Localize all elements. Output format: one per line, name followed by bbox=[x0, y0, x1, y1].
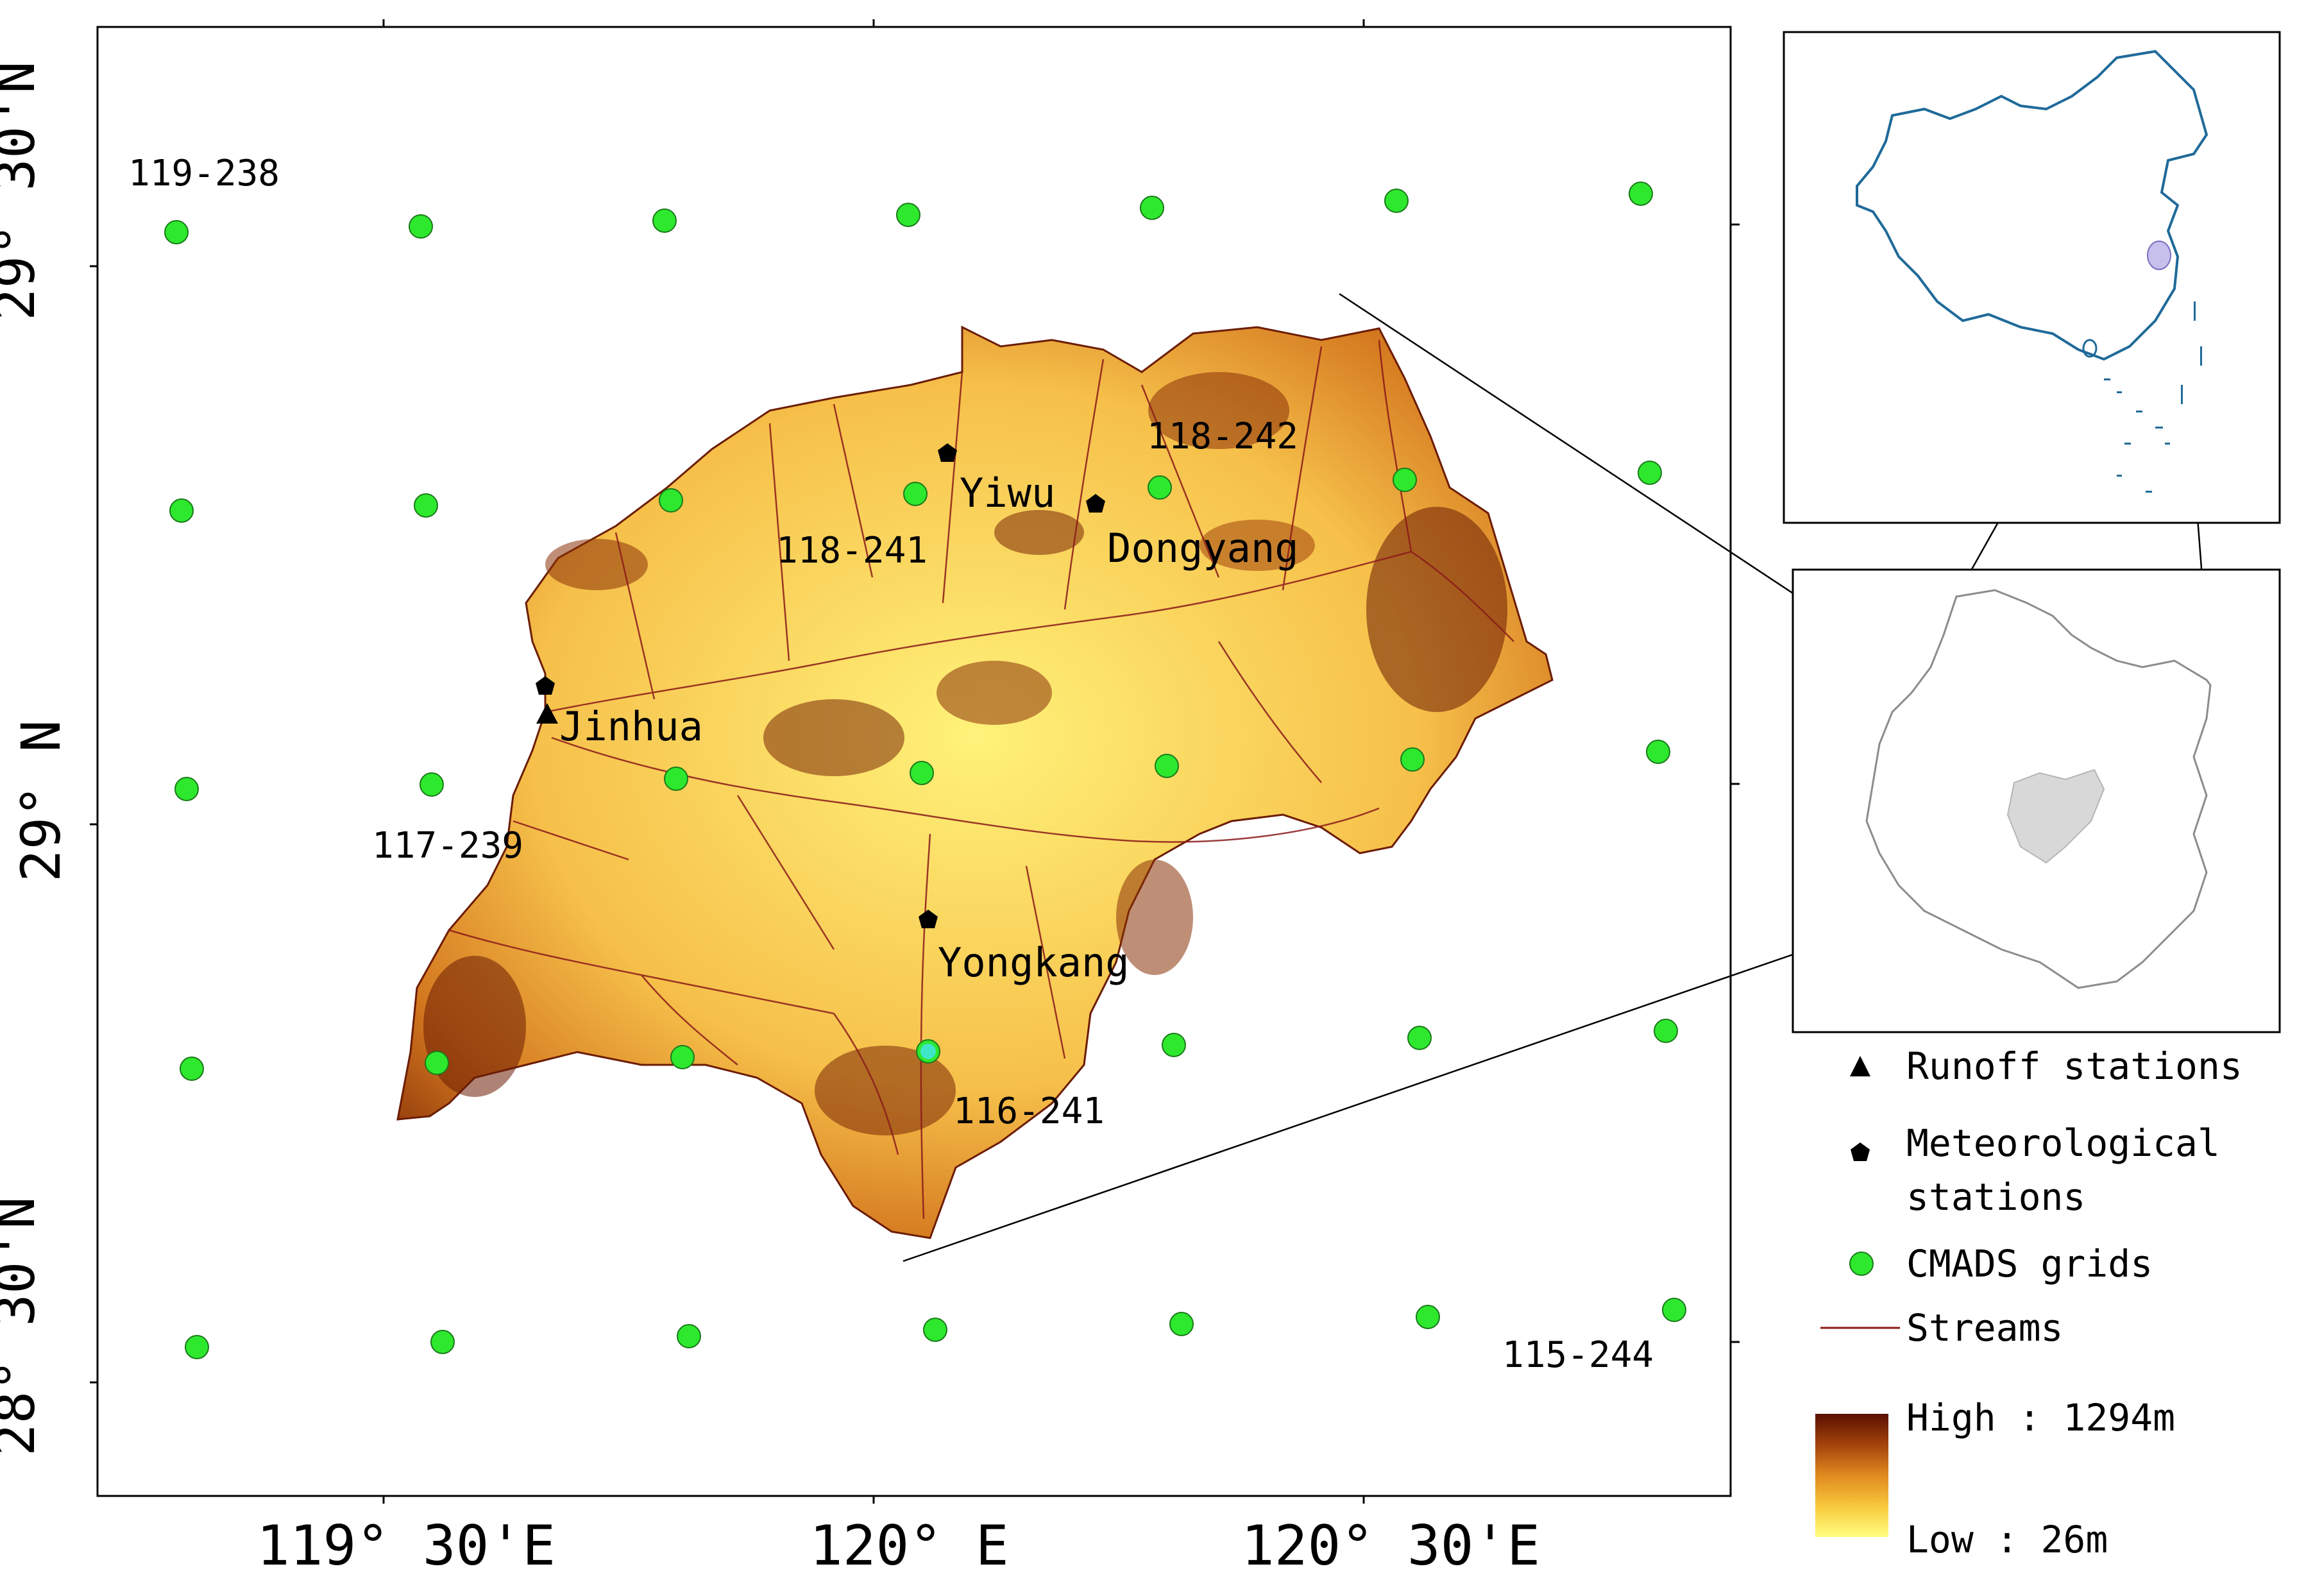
grid-point bbox=[659, 488, 683, 513]
grid-point bbox=[910, 761, 934, 785]
province-outline bbox=[1865, 589, 2212, 989]
station-label-yiwu: Yiwu bbox=[960, 470, 1056, 516]
grid-code-label: 115-244 bbox=[1502, 1334, 1654, 1376]
legend-cmads-marker bbox=[1849, 1252, 1874, 1276]
legend-low-label: Low : 26m bbox=[1906, 1518, 2108, 1561]
grid-point-highlight bbox=[920, 1044, 936, 1059]
grid-point bbox=[1140, 196, 1164, 220]
lon-label-119-30: 119° 30'E bbox=[257, 1514, 555, 1578]
grid-code-label: 117-239 bbox=[372, 825, 524, 867]
legend-elevation-ramp bbox=[1815, 1414, 1888, 1537]
stream-network bbox=[448, 339, 1514, 1219]
grid-point bbox=[1654, 1019, 1678, 1043]
grid-point bbox=[664, 767, 688, 791]
grid-point bbox=[174, 777, 199, 801]
grid-point bbox=[923, 1318, 947, 1342]
station-label-yongkang: Yongkang bbox=[938, 939, 1130, 986]
china-outline bbox=[1856, 49, 2208, 361]
grid-code-label: 118-242 bbox=[1147, 416, 1299, 457]
grid-point bbox=[1393, 468, 1417, 492]
lon-label-120-30: 120° 30'E bbox=[1241, 1514, 1540, 1578]
grid-point bbox=[425, 1051, 449, 1075]
grid-point bbox=[414, 493, 438, 518]
grid-point bbox=[652, 208, 677, 233]
meteorological-stations bbox=[536, 443, 1105, 928]
lat-label-29: 29° N bbox=[10, 720, 72, 882]
legend-symbols bbox=[1815, 1056, 1900, 1537]
south-sea-islands bbox=[2104, 301, 2202, 493]
station-marker-jinhua-meteo bbox=[536, 676, 555, 695]
grid-code-label: 118-241 bbox=[776, 530, 928, 572]
legend-streams-label: Streams bbox=[1906, 1306, 2064, 1350]
lon-label-120: 120° E bbox=[809, 1514, 1009, 1578]
grid-code-label: 116-241 bbox=[953, 1091, 1105, 1132]
grid-point bbox=[1148, 475, 1172, 500]
grid-point bbox=[164, 220, 189, 244]
grid-point bbox=[670, 1045, 695, 1069]
grid-point bbox=[169, 498, 194, 523]
station-label-jinhua: Jinhua bbox=[559, 703, 703, 750]
grid-point bbox=[409, 214, 433, 239]
station-label-dongyang: Dongyang bbox=[1107, 525, 1299, 572]
grid-point bbox=[1638, 461, 1662, 485]
china-region-highlight bbox=[2147, 241, 2171, 270]
basin-in-province bbox=[2006, 768, 2105, 864]
station-marker-yongkang bbox=[919, 910, 938, 928]
legend-runoff-label: Runoff stations bbox=[1906, 1044, 2242, 1088]
lat-label-29-30: 29° 30'N bbox=[0, 61, 47, 321]
terrain-highlands bbox=[423, 372, 1507, 1135]
grid-point bbox=[1646, 740, 1670, 764]
grid-point bbox=[896, 203, 920, 227]
legend-cmads-label: CMADS grids bbox=[1906, 1242, 2153, 1286]
grid-point bbox=[420, 772, 444, 797]
grid-point bbox=[903, 482, 928, 506]
legend-meteo-marker bbox=[1851, 1142, 1870, 1161]
grid-point bbox=[430, 1330, 455, 1354]
grid-point bbox=[185, 1335, 209, 1359]
grid-point bbox=[677, 1324, 701, 1348]
grid-code-label: 119-238 bbox=[128, 153, 280, 194]
grid-point bbox=[1155, 754, 1179, 778]
grid-point bbox=[1162, 1033, 1186, 1057]
grid-point bbox=[1407, 1026, 1432, 1050]
map-ticks bbox=[90, 19, 1740, 1504]
legend-runoff-marker bbox=[1850, 1056, 1870, 1076]
cmads-grid-points bbox=[164, 182, 1686, 1359]
runoff-station-marker bbox=[536, 703, 558, 724]
grid-point bbox=[180, 1057, 204, 1081]
grid-point bbox=[1629, 182, 1653, 206]
grid-point bbox=[1400, 747, 1425, 772]
legend-meteo-label-line2: stations bbox=[1906, 1175, 2086, 1219]
grid-point bbox=[1384, 189, 1409, 213]
station-marker-dongyang bbox=[1086, 494, 1105, 513]
inset-china-frame bbox=[1783, 31, 2281, 524]
china-island bbox=[2082, 339, 2098, 358]
legend-meteo-label-line1: Meteorological bbox=[1906, 1121, 2220, 1165]
lat-label-28-30: 28° 30'N bbox=[0, 1196, 47, 1456]
grid-point bbox=[1416, 1305, 1440, 1329]
grid-point bbox=[1662, 1298, 1686, 1322]
legend-high-label: High : 1294m bbox=[1906, 1396, 2176, 1439]
station-marker-yiwu bbox=[938, 443, 957, 462]
grid-point bbox=[1169, 1312, 1194, 1336]
